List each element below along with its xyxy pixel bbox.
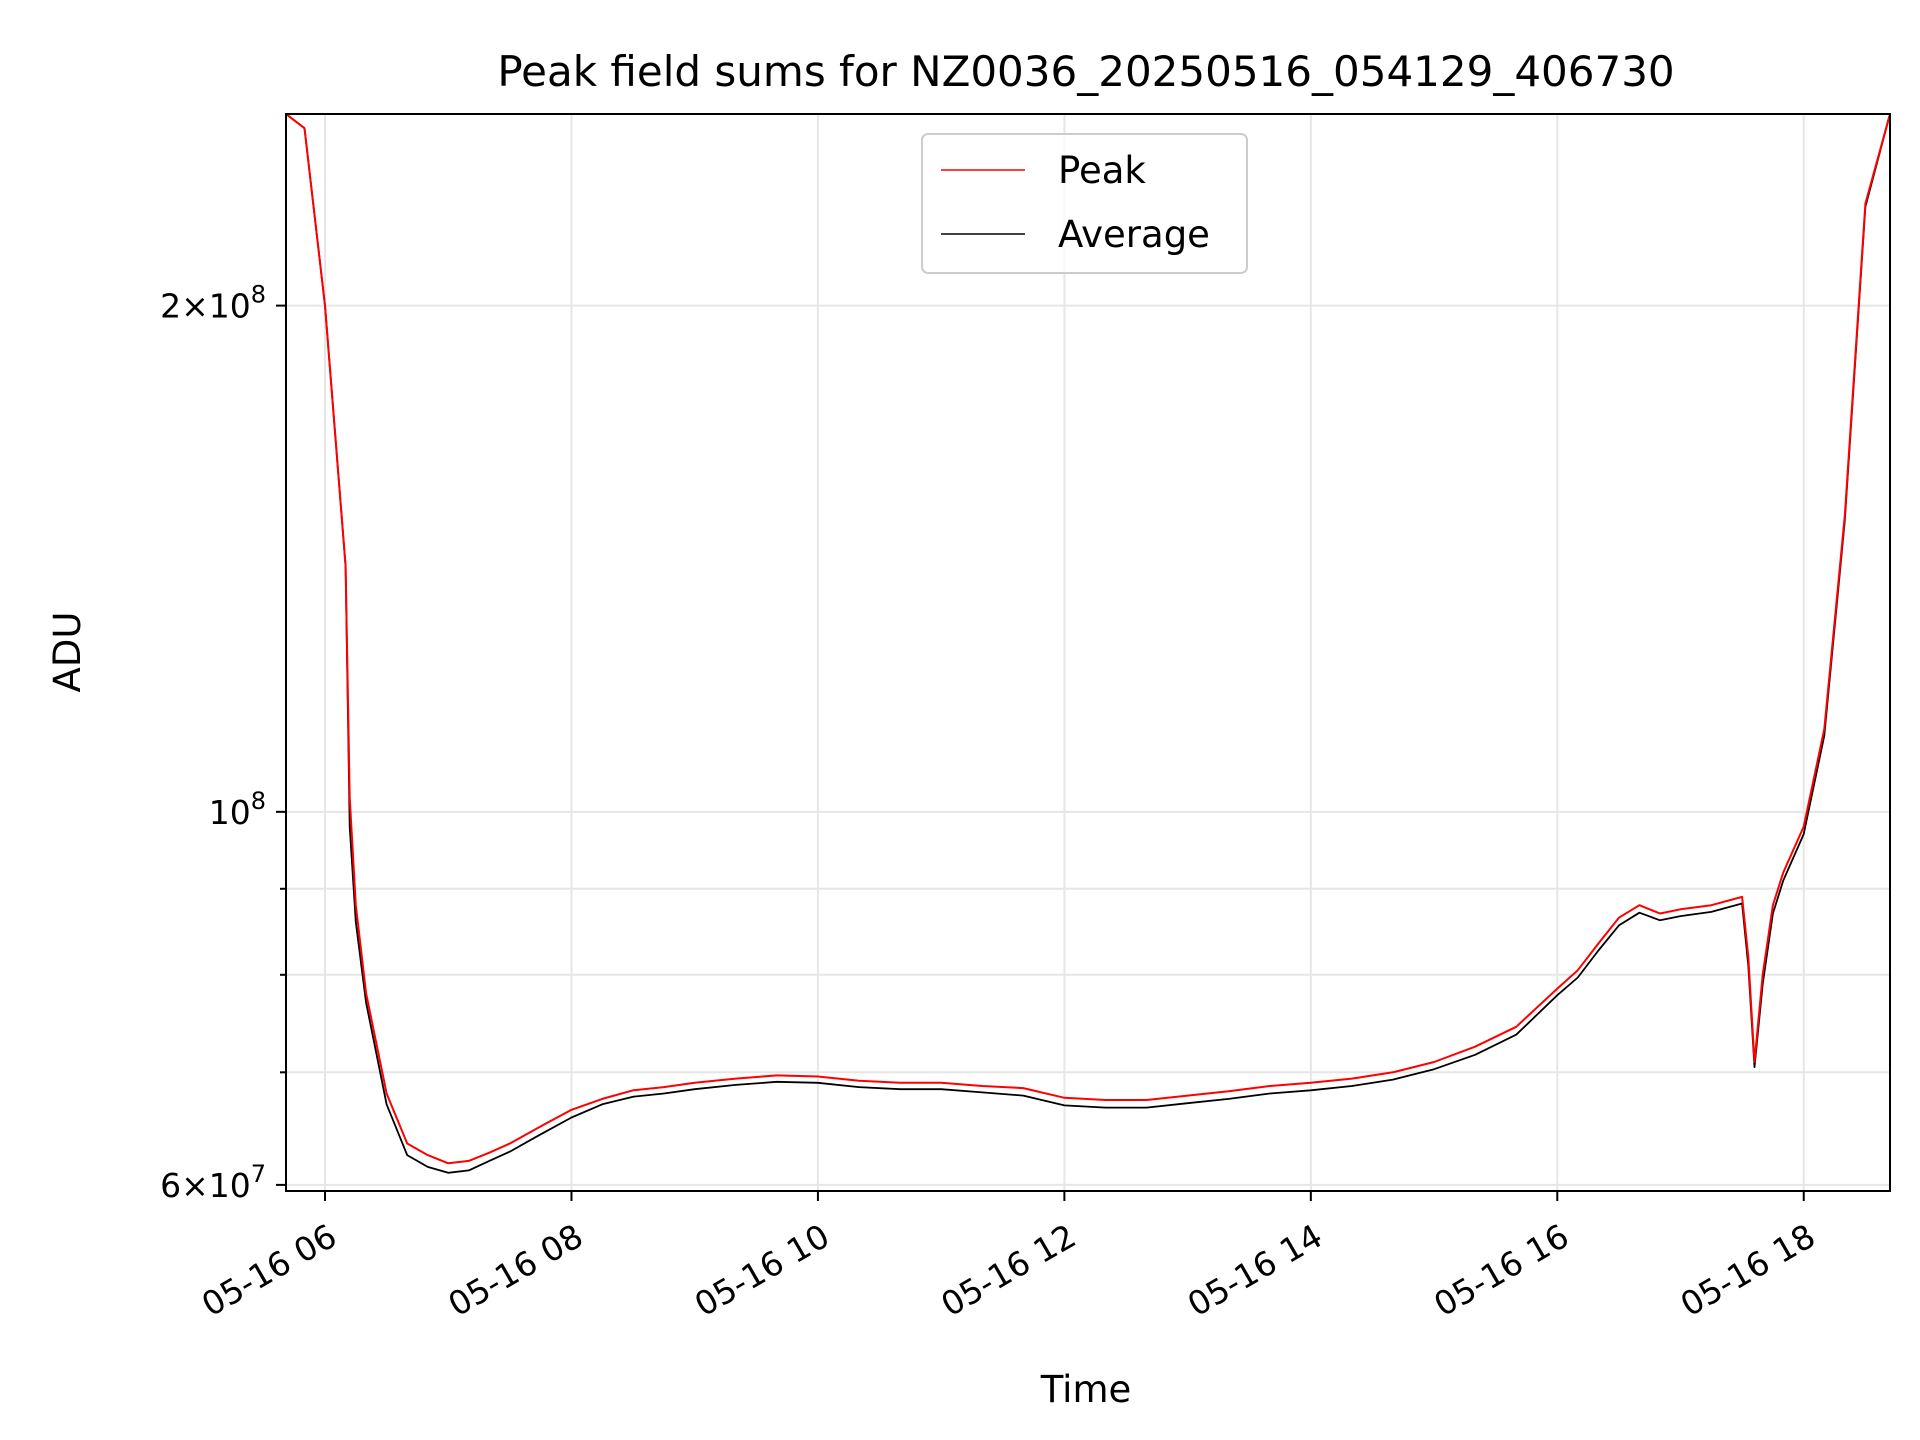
y-tick-base: 6: [160, 1166, 181, 1205]
y-tick-ten: 10: [209, 1166, 251, 1205]
y-tick-label: 6×107: [160, 1160, 266, 1205]
y-tick-ten: 10: [209, 287, 251, 326]
y-tick-exponent: 8: [251, 787, 266, 815]
series-layer: [286, 114, 1890, 1174]
legend-peak-label: Peak: [1058, 149, 1146, 192]
y-tick-label: 2×108: [160, 281, 266, 326]
x-axis-label: Time: [1040, 1368, 1132, 1411]
legend-box: [921, 133, 1248, 274]
plot-frame: [285, 113, 1891, 1192]
y-tick-exponent: 8: [251, 281, 266, 309]
grid: [286, 114, 1890, 1191]
legend: Peak Average: [921, 133, 1248, 274]
series-line-peak: [286, 114, 1890, 1165]
y-tick-exponent: 7: [251, 1160, 266, 1188]
chart-title: Peak field sums for NZ0036_20250516_0541…: [497, 47, 1674, 96]
y-tick-base: 2: [160, 287, 181, 326]
y-tick-label: 108: [209, 787, 266, 832]
y-tick-ten: 10: [209, 793, 251, 832]
legend-average-label: Average: [1058, 213, 1210, 256]
y-axis-label: ADU: [46, 612, 89, 693]
y-tick-times: ×: [181, 287, 209, 326]
y-tick-times: ×: [181, 1166, 209, 1205]
